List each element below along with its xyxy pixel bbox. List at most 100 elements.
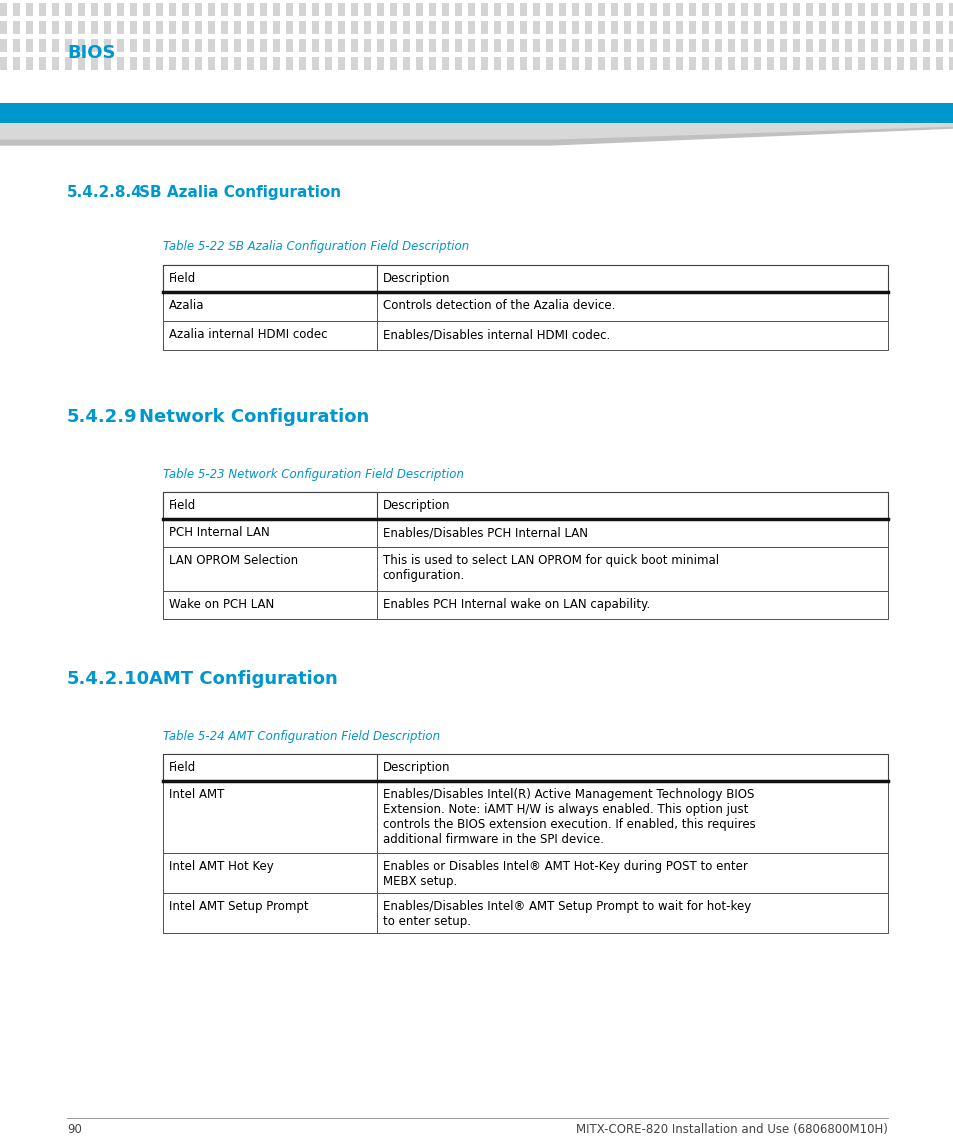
Bar — [91, 57, 98, 70]
Bar — [163, 264, 887, 292]
Bar — [0, 39, 7, 52]
Bar — [298, 57, 306, 70]
Bar — [0, 3, 7, 16]
Bar — [598, 39, 604, 52]
Bar — [506, 3, 514, 16]
Text: Field: Field — [169, 761, 196, 774]
Bar — [766, 57, 773, 70]
Bar — [39, 21, 46, 34]
Bar — [766, 39, 773, 52]
Bar — [402, 3, 410, 16]
Bar — [163, 755, 887, 781]
Bar — [519, 57, 526, 70]
Bar — [117, 39, 124, 52]
Bar — [312, 21, 318, 34]
Bar — [870, 57, 877, 70]
Bar — [714, 57, 721, 70]
Bar — [883, 39, 890, 52]
Bar — [468, 21, 475, 34]
Bar — [104, 21, 111, 34]
Bar — [441, 21, 449, 34]
Text: 90: 90 — [67, 1123, 82, 1136]
Bar — [325, 39, 332, 52]
Bar — [163, 781, 887, 853]
Bar — [545, 3, 553, 16]
Bar — [468, 57, 475, 70]
Bar — [337, 57, 345, 70]
Bar — [182, 39, 189, 52]
Bar — [610, 21, 618, 34]
Bar — [194, 57, 202, 70]
Bar — [740, 57, 747, 70]
Text: Enables/Disables internal HDMI codec.: Enables/Disables internal HDMI codec. — [382, 327, 610, 341]
Bar — [780, 57, 786, 70]
Bar — [163, 519, 887, 547]
Bar — [714, 21, 721, 34]
Bar — [402, 21, 410, 34]
Bar — [247, 21, 253, 34]
Bar — [208, 3, 214, 16]
Text: Intel AMT Setup Prompt: Intel AMT Setup Prompt — [169, 900, 309, 913]
Text: Enables/Disables Intel(R) Active Management Technology BIOS
Extension. Note: iAM: Enables/Disables Intel(R) Active Managem… — [382, 788, 755, 846]
Bar — [818, 39, 825, 52]
Bar — [701, 3, 708, 16]
Text: Description: Description — [382, 761, 450, 774]
Text: Field: Field — [169, 499, 196, 512]
Bar — [623, 3, 630, 16]
Bar — [163, 292, 887, 321]
Bar — [376, 21, 384, 34]
Bar — [701, 57, 708, 70]
Bar — [78, 21, 85, 34]
Bar — [831, 57, 838, 70]
Bar — [26, 3, 33, 16]
Bar — [883, 57, 890, 70]
Bar — [572, 57, 578, 70]
Bar — [935, 39, 942, 52]
Bar — [896, 3, 903, 16]
Bar — [909, 21, 916, 34]
Bar — [441, 57, 449, 70]
Bar — [740, 39, 747, 52]
Bar — [572, 3, 578, 16]
Bar — [844, 3, 851, 16]
Bar — [351, 3, 357, 16]
Bar — [584, 39, 592, 52]
Bar — [208, 39, 214, 52]
Bar — [163, 292, 376, 321]
Bar — [558, 57, 565, 70]
Bar — [429, 21, 436, 34]
Bar — [13, 39, 20, 52]
Text: SB Azalia Configuration: SB Azalia Configuration — [139, 185, 341, 200]
Bar — [39, 57, 46, 70]
Bar — [402, 57, 410, 70]
Bar — [416, 3, 422, 16]
Bar — [117, 57, 124, 70]
Bar — [792, 3, 800, 16]
Bar — [637, 21, 643, 34]
Bar — [337, 39, 345, 52]
Bar — [480, 21, 488, 34]
Bar — [163, 893, 887, 933]
Bar — [312, 57, 318, 70]
Bar — [376, 3, 384, 16]
Bar — [130, 3, 137, 16]
Bar — [844, 57, 851, 70]
Bar — [935, 57, 942, 70]
Bar — [104, 57, 111, 70]
Bar — [273, 39, 280, 52]
Polygon shape — [0, 123, 953, 145]
Bar — [494, 21, 500, 34]
Bar — [364, 57, 371, 70]
Bar — [909, 39, 916, 52]
Bar — [429, 3, 436, 16]
Bar — [844, 21, 851, 34]
Bar — [805, 21, 812, 34]
Bar — [649, 39, 657, 52]
Polygon shape — [0, 123, 953, 139]
Bar — [13, 3, 20, 16]
Text: BIOS: BIOS — [67, 44, 115, 62]
Bar — [701, 21, 708, 34]
Text: MITX-CORE-820 Installation and Use (6806800M10H): MITX-CORE-820 Installation and Use (6806… — [576, 1123, 887, 1136]
Bar — [169, 39, 175, 52]
Bar — [649, 21, 657, 34]
